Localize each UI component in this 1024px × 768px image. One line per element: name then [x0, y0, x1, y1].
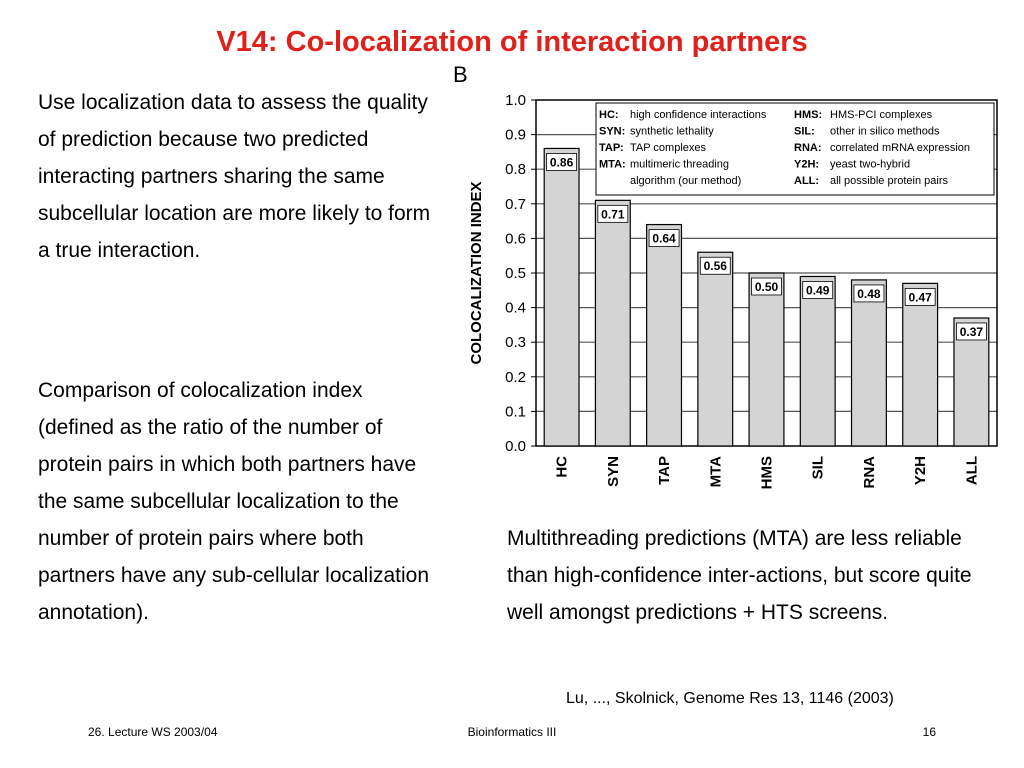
- value-label: 0.64: [652, 232, 676, 246]
- value-label-box: [955, 322, 987, 341]
- legend-left-text: high confidence interactions: [630, 109, 767, 121]
- x-tick-label: RNA: [861, 456, 878, 489]
- y-tick-label: 0.1: [505, 403, 526, 420]
- y-tick-label: 0.6: [505, 230, 526, 247]
- legend-box: [595, 102, 995, 196]
- x-tick-label: HMS: [759, 456, 776, 489]
- legend-right-text: yeast two-hybrid: [830, 159, 910, 171]
- y-tick-label: 0.9: [505, 127, 526, 144]
- x-tick-label: Y2H: [912, 456, 929, 485]
- chart-caption: Multithreading predictions (MTA) are les…: [507, 527, 972, 624]
- intro-paragraph: Use localization data to assess the qual…: [38, 91, 431, 262]
- legend-right-key: Y2H:: [794, 159, 819, 171]
- legend-right-text: HMS-PCI complexes: [830, 109, 933, 121]
- legend-left-text: algorithm (our method): [630, 175, 741, 187]
- y-tick-label: 0.8: [505, 161, 526, 178]
- legend-left-key: HC:: [599, 109, 619, 121]
- definition-paragraph: Comparison of colocalization index (defi…: [38, 379, 430, 624]
- legend-left-text: TAP complexes: [630, 142, 707, 154]
- legend-right-text: all possible protein pairs: [830, 175, 949, 187]
- legend-right-text: other in silico methods: [830, 126, 940, 138]
- value-label: 0.37: [960, 325, 984, 339]
- legend-left-key: TAP:: [599, 142, 624, 154]
- bar-syn: [594, 199, 631, 447]
- bar-rna: [850, 279, 887, 447]
- legend-right-text: correlated mRNA expression: [830, 142, 970, 154]
- value-label-box: [853, 284, 885, 303]
- footer-course: Bioinformatics III: [467, 725, 557, 739]
- value-label: 0.47: [908, 290, 932, 304]
- y-tick-label: 1.0: [505, 92, 526, 109]
- legend-left-text: multimeric threading: [630, 159, 729, 171]
- value-label-box: [904, 287, 936, 306]
- value-label-box: [751, 277, 782, 296]
- bar-hms: [748, 272, 785, 447]
- x-tick-label: MTA: [707, 456, 724, 488]
- panel-label: B: [453, 62, 468, 87]
- y-tick-label: 0.0: [505, 438, 526, 455]
- x-tick-label: ALL: [963, 456, 980, 485]
- footer-lecture: 26. Lecture WS 2003/04: [88, 725, 218, 739]
- value-label: 0.56: [704, 259, 728, 273]
- value-label: 0.49: [806, 283, 830, 297]
- footer-page-number: 16: [922, 725, 936, 739]
- x-tick-label: SYN: [605, 456, 622, 487]
- value-label-box: [699, 256, 731, 275]
- value-label-box: [546, 153, 578, 171]
- legend-left-text: synthetic lethality: [630, 126, 714, 138]
- legend-right-key: HMS:: [794, 109, 822, 121]
- y-tick-label: 0.5: [505, 265, 526, 282]
- x-tick-label: TAP: [656, 456, 673, 485]
- slide-title: V14: Co-localization of interaction part…: [216, 26, 808, 58]
- legend-left-key: SYN:: [599, 126, 625, 138]
- value-label: 0.71: [601, 207, 625, 221]
- y-axis-label: COLOCALIZATION INDEX: [468, 181, 485, 364]
- value-label: 0.48: [857, 287, 881, 301]
- legend-left-key: MTA:: [599, 159, 626, 171]
- bar-hc: [543, 147, 580, 447]
- value-label-box: [597, 204, 629, 223]
- chart-svg: B 0.0 0.1 0.2 0.3 0.4 0.5 0.6 0.7 0.8 0.9 1.0 COLOCA…: [453, 62, 998, 489]
- y-tick-label: 0.2: [505, 369, 526, 386]
- x-tick-label: SIL: [810, 456, 827, 479]
- y-tick-label: 0.3: [505, 334, 526, 351]
- y-tick-label: 0.4: [505, 300, 526, 317]
- legend-right-key: ALL:: [794, 175, 819, 187]
- x-tick-label: HC: [554, 456, 571, 478]
- value-label: 0.50: [755, 280, 779, 294]
- value-label: 0.86: [550, 155, 574, 169]
- citation: Lu, ..., Skolnick, Genome Res 13, 1146 (…: [566, 690, 894, 707]
- bar-tap: [646, 223, 683, 447]
- value-label-box: [648, 229, 680, 247]
- bar-y2h: [902, 282, 939, 447]
- bar-sil: [799, 275, 836, 447]
- legend-right-key: SIL:: [794, 126, 815, 138]
- colocalization-chart: B 0.0 0.1 0.2 0.3 0.4 0.5 0.6 0.7 0.8 0.9 1.0 COLOCA…: [445, 60, 1020, 505]
- bar-mta: [697, 251, 734, 447]
- y-tick-label: 0.7: [505, 196, 526, 213]
- legend-right-key: RNA:: [794, 142, 822, 154]
- value-label-box: [802, 281, 834, 299]
